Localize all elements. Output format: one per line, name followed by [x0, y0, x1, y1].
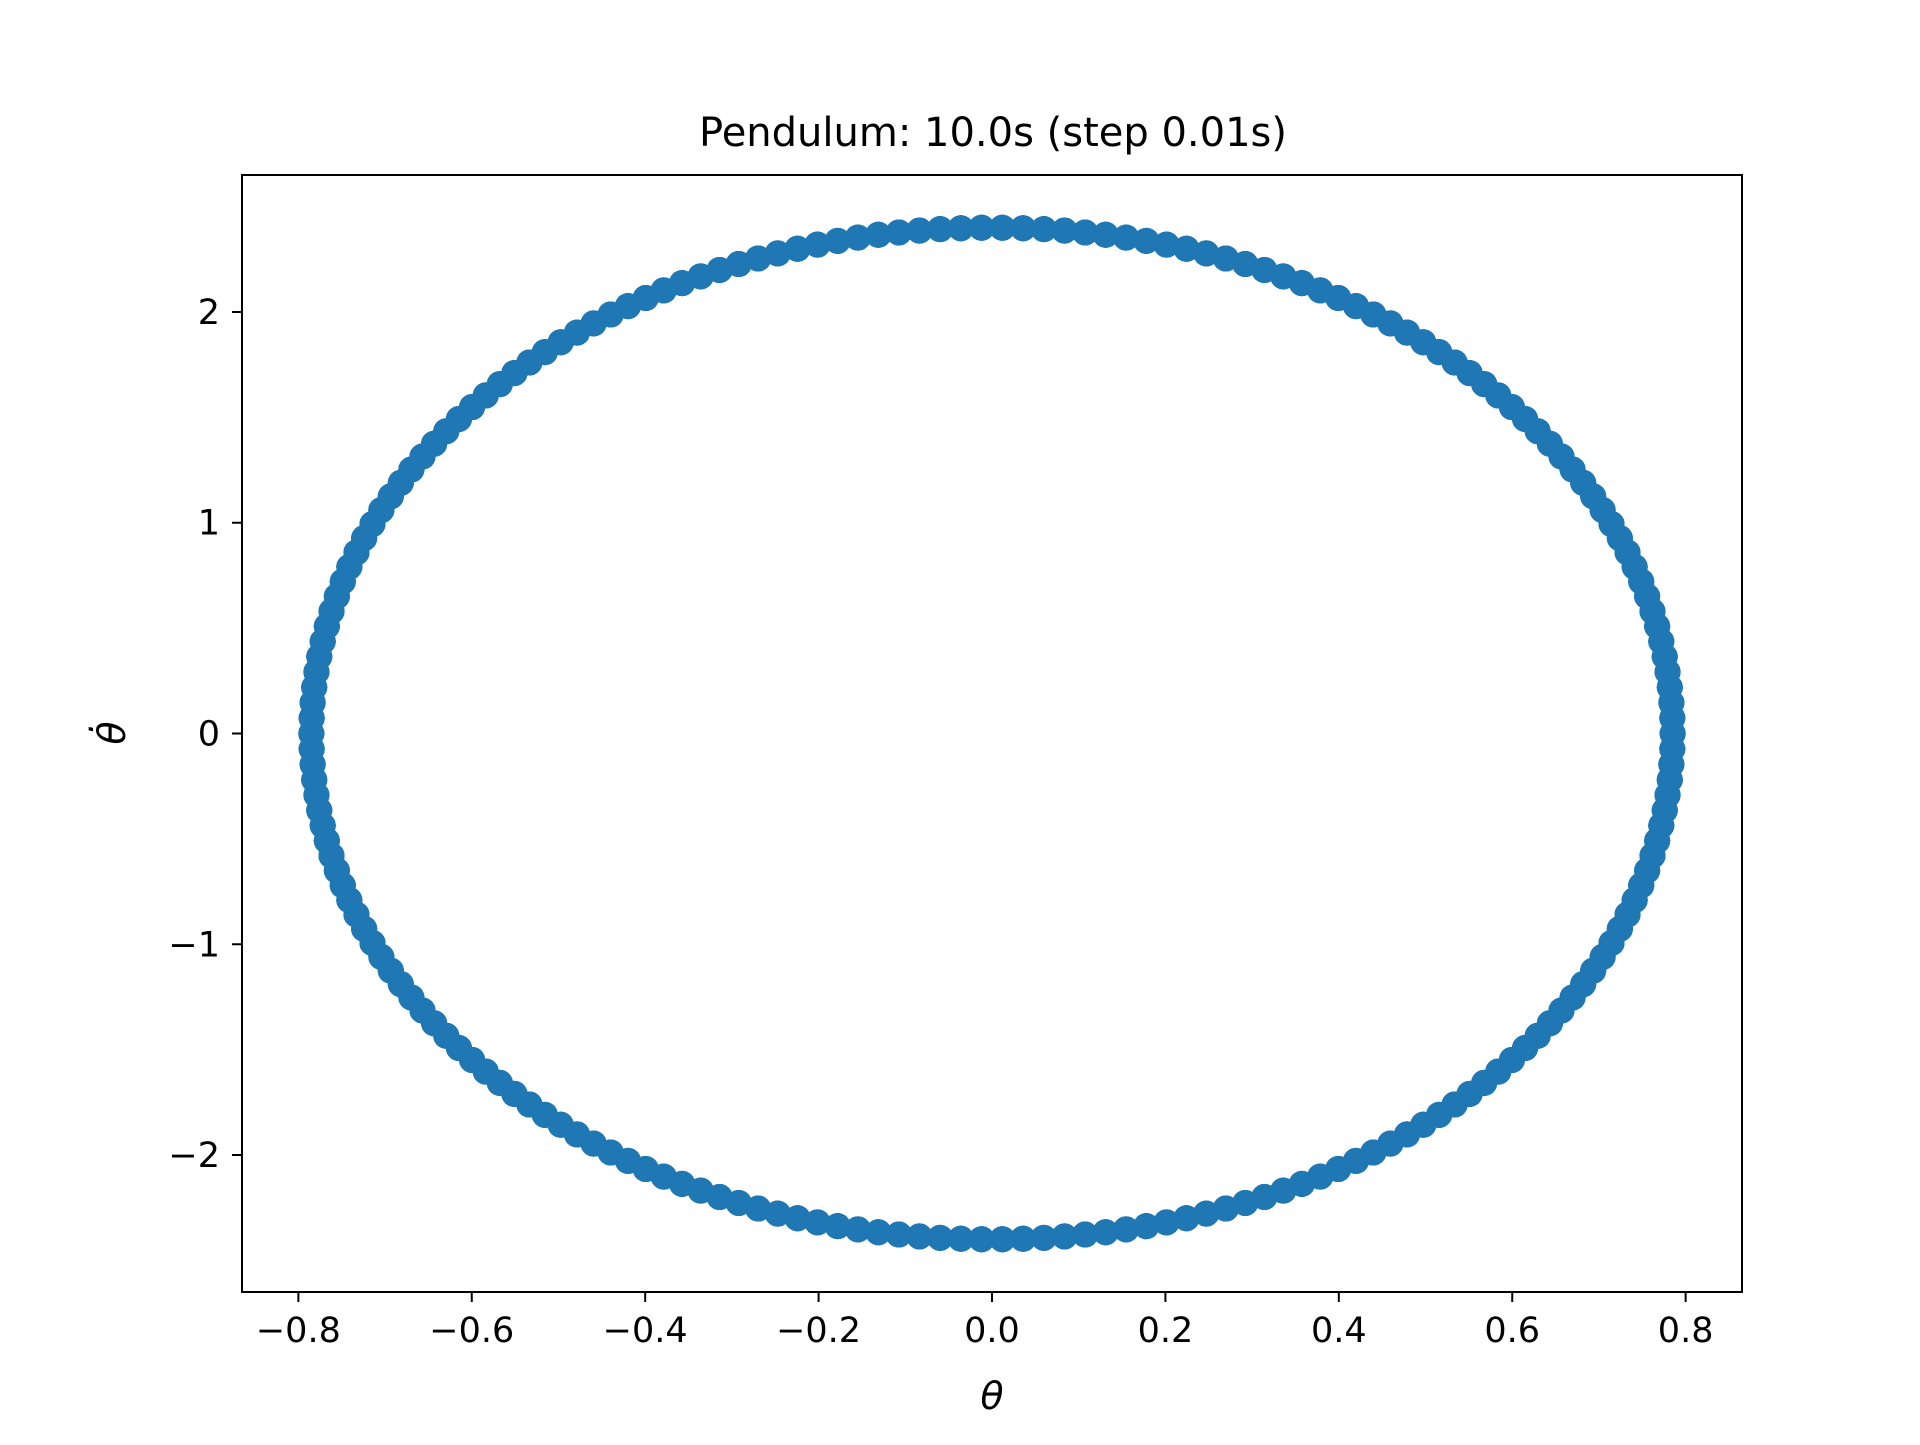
scatter-point	[1173, 1205, 1200, 1232]
scatter-point	[804, 231, 831, 258]
scatter-point	[764, 1200, 791, 1227]
x-axis-label: θ	[980, 1374, 1003, 1418]
x-tick-label: 0.8	[1658, 1311, 1714, 1351]
scatter-point	[1030, 1224, 1057, 1251]
scatter-point	[1193, 240, 1220, 267]
y-tick-label: 2	[198, 293, 220, 333]
chart-title: Pendulum: 10.0s (step 0.01s)	[699, 110, 1287, 156]
x-tick-label: 0.4	[1311, 1311, 1367, 1351]
scatter-point	[1153, 231, 1180, 258]
scatter-point	[1153, 1209, 1180, 1236]
scatter-point	[764, 240, 791, 267]
x-tick-label: −0.8	[256, 1311, 341, 1351]
y-tick-label: −2	[168, 1136, 220, 1176]
x-axis-ticks: −0.8 −0.6 −0.4 −0.2 0.0 0.2 0.4 0.6 0.8	[256, 1292, 1714, 1351]
scatter-point	[1193, 1200, 1220, 1227]
y-tick-label: 1	[198, 504, 220, 544]
scatter-point	[1394, 319, 1421, 346]
scatter-point	[927, 1224, 954, 1251]
scatter-point	[1010, 215, 1037, 242]
y-tick-label: −1	[168, 925, 220, 965]
scatter-point	[1133, 227, 1160, 254]
scatter-point	[906, 217, 933, 244]
scatter-point	[745, 245, 772, 272]
scatter-point	[1030, 216, 1057, 243]
scatter-point	[865, 221, 892, 248]
x-tick-label: 0.6	[1484, 1311, 1540, 1351]
scatter-point	[844, 1216, 871, 1243]
scatter-point	[885, 1221, 912, 1248]
x-tick-label: −0.2	[776, 1311, 861, 1351]
scatter-points	[298, 214, 1686, 1253]
scatter-point	[885, 219, 912, 246]
scatter-point	[968, 214, 995, 241]
scatter-point	[1010, 1225, 1037, 1252]
scatter-point	[784, 235, 811, 262]
scatter-point	[1133, 1213, 1160, 1240]
scatter-point	[1212, 1195, 1239, 1222]
scatter-point	[947, 215, 974, 242]
x-tick-label: 0.0	[964, 1311, 1020, 1351]
scatter-point	[989, 1226, 1016, 1253]
y-axis-ticks: −2 −1 0 1 2	[168, 293, 242, 1176]
x-tick-label: −0.6	[429, 1311, 514, 1351]
scatter-point	[1051, 1223, 1078, 1250]
scatter-point	[844, 224, 871, 251]
x-tick-label: 0.2	[1138, 1311, 1194, 1351]
scatter-point	[784, 1205, 811, 1232]
scatter-point	[947, 1225, 974, 1252]
scatter-point	[824, 1213, 851, 1240]
scatter-point	[1072, 219, 1099, 246]
scatter-point	[1072, 1221, 1099, 1248]
scatter-point	[1092, 1219, 1119, 1246]
scatter-point	[1113, 224, 1140, 251]
scatter-point	[1173, 235, 1200, 262]
scatter-point	[865, 1219, 892, 1246]
scatter-point	[989, 214, 1016, 241]
scatter-point	[824, 227, 851, 254]
x-tick-label: −0.4	[603, 1311, 688, 1351]
scatter-point	[1113, 1216, 1140, 1243]
y-axis-label: θ̇	[89, 721, 134, 744]
scatter-point	[927, 216, 954, 243]
scatter-point	[1092, 221, 1119, 248]
y-tick-label: 0	[198, 715, 220, 755]
scatter-point	[1051, 217, 1078, 244]
scatter-point	[968, 1226, 995, 1253]
scatter-point	[804, 1209, 831, 1236]
scatter-point	[906, 1223, 933, 1250]
